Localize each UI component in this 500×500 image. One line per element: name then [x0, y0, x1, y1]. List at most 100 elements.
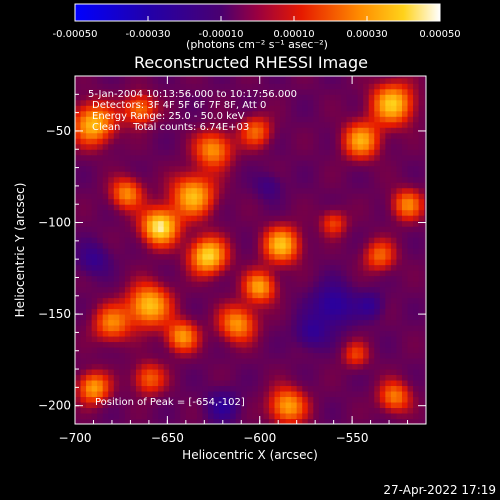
- heatmap-cell: [75, 330, 82, 337]
- heatmap-cell: [274, 121, 281, 128]
- heatmap-cell: [213, 402, 220, 409]
- heatmap-cell: [418, 193, 425, 200]
- heatmap-cell: [158, 275, 165, 282]
- heatmap-cell: [357, 303, 364, 310]
- heatmap-cell: [307, 132, 314, 139]
- heatmap-cell: [141, 242, 148, 249]
- heatmap-cell: [230, 319, 237, 326]
- heatmap-cell: [407, 303, 414, 310]
- heatmap-cell: [102, 138, 109, 145]
- heatmap-cell: [379, 220, 386, 227]
- heatmap-cell: [374, 347, 381, 354]
- heatmap-cell: [390, 116, 397, 123]
- heatmap-cell: [235, 215, 242, 222]
- heatmap-cell: [86, 396, 93, 403]
- heatmap-cell: [219, 220, 226, 227]
- heatmap-cell: [180, 358, 187, 365]
- heatmap-cell: [163, 209, 170, 216]
- heatmap-cell: [263, 77, 270, 84]
- heatmap-cell: [91, 193, 98, 200]
- heatmap-cell: [141, 132, 148, 139]
- heatmap-cell: [352, 352, 359, 359]
- heatmap-cell: [97, 292, 104, 299]
- heatmap-cell: [280, 275, 287, 282]
- heatmap-cell: [119, 336, 126, 343]
- heatmap-cell: [163, 402, 170, 409]
- heatmap-cell: [390, 330, 397, 337]
- heatmap-cell: [390, 215, 397, 222]
- heatmap-cell: [91, 418, 98, 424]
- heatmap-cell: [368, 374, 375, 381]
- heatmap-cell: [147, 198, 154, 205]
- heatmap-cell: [374, 215, 381, 222]
- heatmap-cell: [396, 385, 403, 392]
- heatmap-cell: [313, 314, 320, 321]
- heatmap-cell: [413, 127, 420, 134]
- heatmap-cell: [274, 396, 281, 403]
- heatmap-cell: [313, 154, 320, 161]
- heatmap-cell: [219, 281, 226, 288]
- heatmap-cell: [246, 330, 253, 337]
- heatmap-cell: [363, 88, 370, 95]
- heatmap-cell: [246, 303, 253, 310]
- heatmap-cell: [152, 297, 159, 304]
- heatmap-cell: [113, 330, 120, 337]
- heatmap-cell: [230, 127, 237, 134]
- heatmap-cell: [318, 248, 325, 255]
- heatmap-cell: [224, 94, 231, 101]
- heatmap-cell: [324, 154, 331, 161]
- heatmap-cell: [235, 391, 242, 398]
- heatmap-cell: [341, 253, 348, 260]
- heatmap-cell: [224, 292, 231, 299]
- heatmap-cell: [208, 176, 215, 183]
- heatmap-cell: [180, 407, 187, 414]
- heatmap-cell: [357, 132, 364, 139]
- heatmap-cell: [407, 231, 414, 238]
- heatmap-cell: [158, 319, 165, 326]
- heatmap-cell: [296, 396, 303, 403]
- heatmap-cell: [124, 165, 131, 172]
- heatmap-cell: [274, 374, 281, 381]
- heatmap-cell: [318, 402, 325, 409]
- heatmap-cell: [352, 369, 359, 376]
- heatmap-cell: [324, 105, 331, 112]
- plot-frame: [74, 75, 427, 425]
- heatmap-cell: [418, 363, 425, 370]
- heatmap-cell: [174, 187, 181, 194]
- heatmap-cell: [91, 176, 98, 183]
- heatmap-cell: [257, 391, 264, 398]
- heatmap-cell: [185, 193, 192, 200]
- heatmap-cell: [307, 116, 314, 123]
- heatmap-cell: [113, 105, 120, 112]
- heatmap-cell: [329, 143, 336, 150]
- heatmap-cell: [185, 165, 192, 172]
- heatmap-cell: [158, 407, 165, 414]
- heatmap-cell: [268, 363, 276, 370]
- heatmap-cell: [352, 127, 359, 134]
- heatmap-cell: [224, 264, 231, 271]
- heatmap-cell: [75, 209, 82, 216]
- heatmap-cell: [379, 374, 386, 381]
- heatmap-cell: [208, 380, 215, 387]
- heatmap-cell: [119, 352, 126, 359]
- heatmap-cell: [274, 264, 281, 271]
- heatmap-cell: [252, 319, 259, 326]
- heatmap-cell: [407, 94, 414, 101]
- heatmap-cell: [401, 242, 409, 249]
- heatmap-cell: [252, 138, 259, 145]
- heatmap-cell: [185, 231, 192, 238]
- heatmap-cell: [224, 182, 231, 189]
- heatmap-cell: [235, 105, 242, 112]
- heatmap-cell: [97, 88, 104, 95]
- heatmap-cell: [396, 149, 403, 156]
- heatmap-cell: [396, 286, 403, 293]
- heatmap-cell: [285, 358, 292, 365]
- heatmap-cell: [169, 193, 176, 200]
- heatmap-cell: [180, 259, 187, 266]
- heatmap-cell: [274, 286, 281, 293]
- heatmap-cell: [418, 292, 425, 299]
- heatmap-cell: [307, 105, 314, 112]
- heatmap-cell: [180, 374, 187, 381]
- heatmap-cell: [130, 275, 137, 282]
- heatmap-cell: [291, 369, 298, 376]
